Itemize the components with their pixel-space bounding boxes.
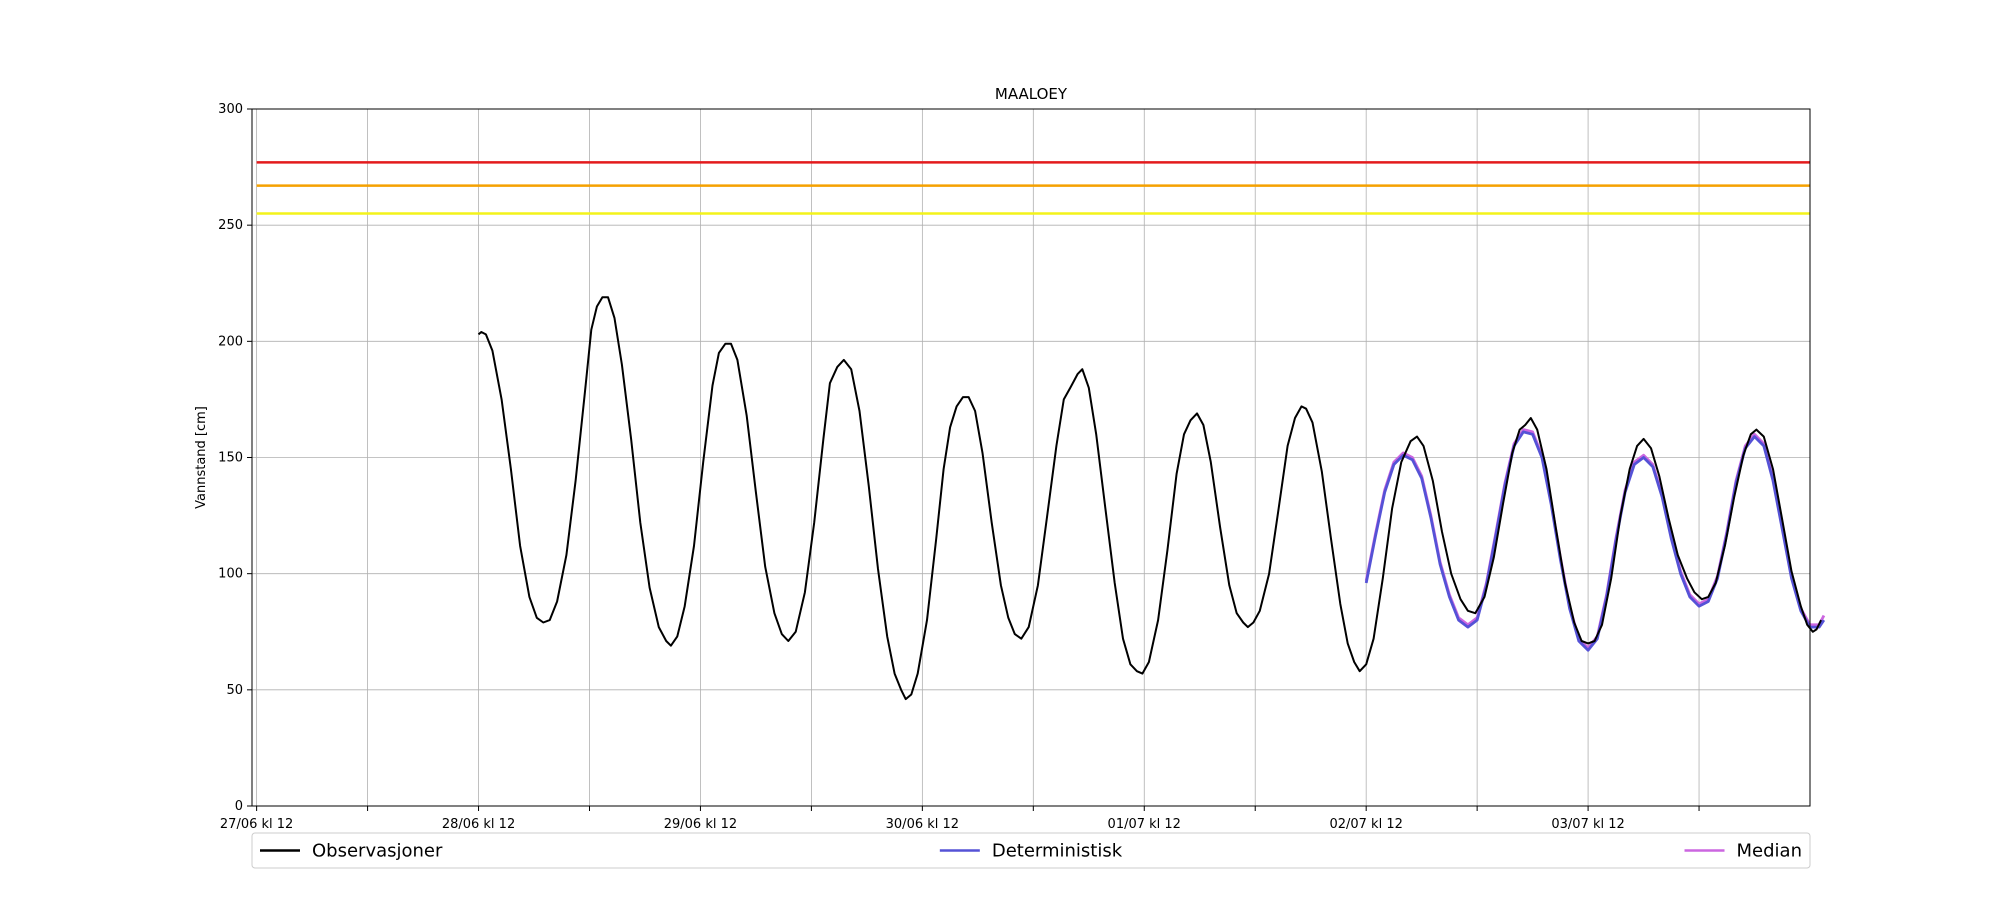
series-lines — [477, 296, 1826, 701]
x-tick-label: 29/06 kl 12 — [664, 817, 737, 832]
series-line-deterministisk — [1364, 430, 1826, 652]
y-tick-label: 100 — [218, 567, 243, 582]
legend: Observasjoner Deterministisk Median — [251, 832, 1811, 869]
y-tick-label: 200 — [218, 334, 243, 349]
legend-item-deterministisk: Deterministisk — [939, 841, 1123, 862]
y-tick-label: 0 — [235, 799, 243, 814]
legend-box — [251, 832, 1811, 869]
x-tick-label: 28/06 kl 12 — [442, 817, 515, 832]
threshold-lines — [256, 161, 1810, 215]
y-tick-label: 50 — [226, 683, 243, 698]
axis-ticks: 0 50 100 150 200 250 300 27/06 kl 12 28/06 kl 12… — [218, 102, 1700, 832]
legend-label: Deterministisk — [992, 841, 1123, 862]
x-tick-label: 27/06 kl 12 — [220, 817, 293, 832]
x-tick-label: 02/07 kl 12 — [1329, 817, 1402, 832]
y-tick-label: 150 — [218, 451, 243, 466]
legend-item-observasjoner: Observasjoner — [260, 841, 443, 862]
legend-label: Median — [1737, 841, 1802, 862]
series-line-observasjoner — [477, 296, 1822, 701]
x-tick-label: 01/07 kl 12 — [1108, 817, 1181, 832]
y-axis-label: Vannstand [cm] — [194, 406, 209, 509]
x-tick-label: 30/06 kl 12 — [886, 817, 959, 832]
y-tick-label: 250 — [218, 218, 243, 233]
legend-label: Observasjoner — [312, 841, 443, 862]
gridlines — [252, 109, 1810, 806]
x-tick-label: 03/07 kl 12 — [1551, 817, 1624, 832]
chart-title: MAALOEY — [995, 85, 1068, 103]
y-tick-label: 300 — [218, 102, 243, 117]
legend-item-median: Median — [1684, 841, 1802, 862]
